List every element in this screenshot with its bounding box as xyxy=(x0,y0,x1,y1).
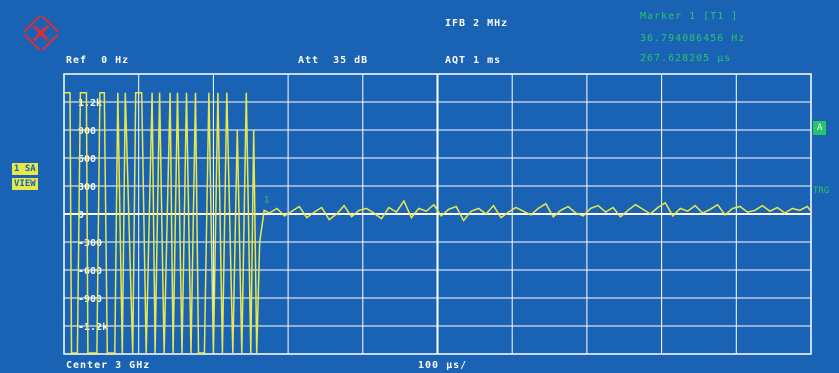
y-tick-label: 1.2k xyxy=(78,98,102,109)
trace-mode-label[interactable]: 1 SA xyxy=(12,163,38,175)
view-label[interactable]: VIEW xyxy=(12,178,38,190)
marker-label: 1 xyxy=(264,196,269,206)
y-tick-label: -900 xyxy=(78,294,102,305)
center-frequency: Center 3 GHz xyxy=(66,360,150,371)
y-tick-label: -1.2k xyxy=(78,322,108,333)
time-per-division: 100 μs/ xyxy=(418,360,467,371)
trigger-indicator: TRG xyxy=(813,186,829,196)
a-indicator: A xyxy=(813,121,826,135)
